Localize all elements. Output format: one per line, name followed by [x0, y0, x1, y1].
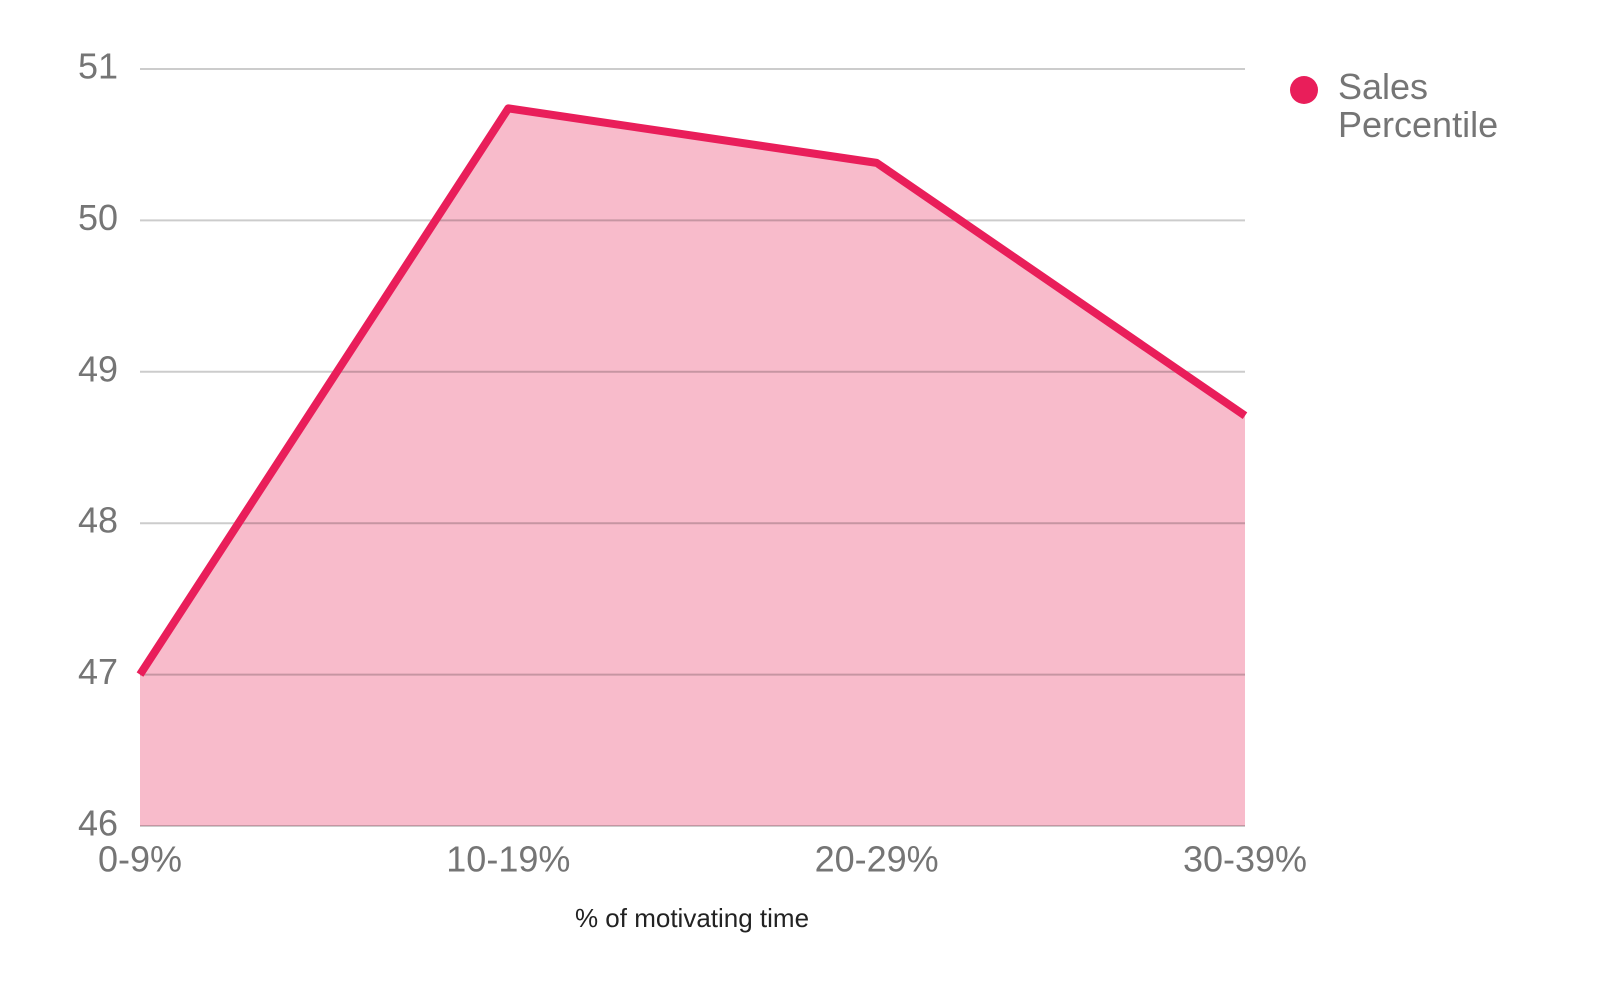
x-tick-label: 20-29% [815, 839, 939, 880]
x-tick-label: 0-9% [98, 839, 182, 880]
legend-marker [1290, 76, 1318, 104]
legend-label: Sales Percentile [1338, 66, 1499, 145]
y-tick-label: 49 [78, 348, 118, 389]
area [140, 108, 1245, 826]
y-tick-label: 48 [78, 500, 118, 541]
y-tick-label: 46 [78, 803, 118, 844]
x-axis-title: % of motivating time [575, 903, 809, 933]
legend: Sales Percentile [1290, 68, 1538, 144]
y-tick-label: 50 [78, 197, 118, 238]
x-tick-label: 30-39% [1183, 839, 1307, 880]
x-tick-label: 10-19% [446, 839, 570, 880]
line [136, 104, 1248, 677]
y-tick-label: 51 [78, 46, 118, 87]
y-tick-label: 47 [78, 651, 118, 692]
